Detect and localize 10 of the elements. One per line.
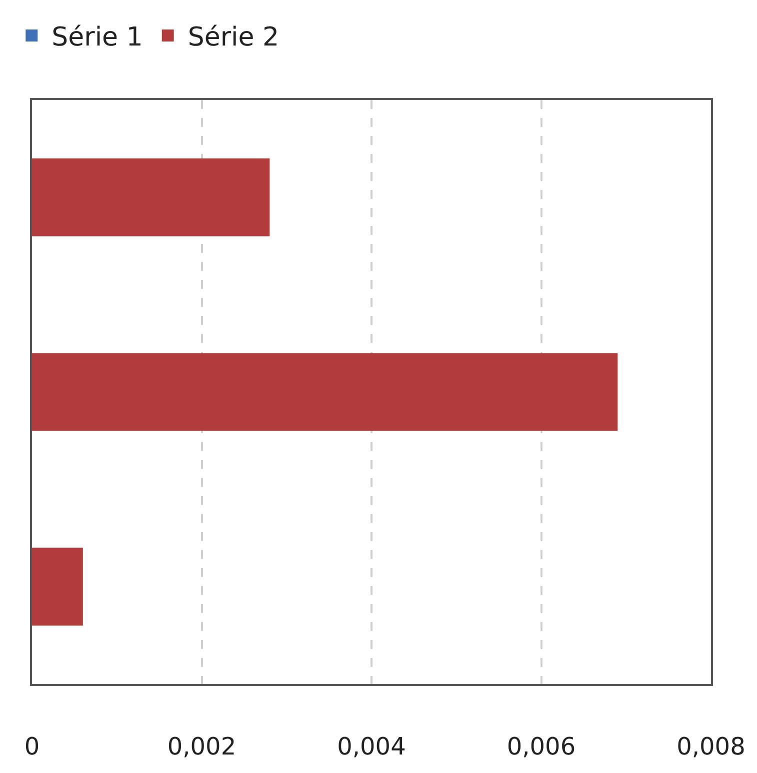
x-tick-label: 0,004 bbox=[337, 732, 406, 761]
bar bbox=[32, 158, 270, 236]
x-tick-label: 0,008 bbox=[676, 732, 746, 761]
x-tick-label: 0 bbox=[24, 732, 40, 761]
legend-label: Série 2 bbox=[188, 22, 280, 53]
legend-label: Série 1 bbox=[52, 22, 143, 53]
bar bbox=[32, 353, 618, 431]
bar bbox=[32, 548, 83, 626]
x-tick-label: 0,006 bbox=[506, 732, 576, 761]
x-tick-label: 0,002 bbox=[167, 732, 236, 761]
